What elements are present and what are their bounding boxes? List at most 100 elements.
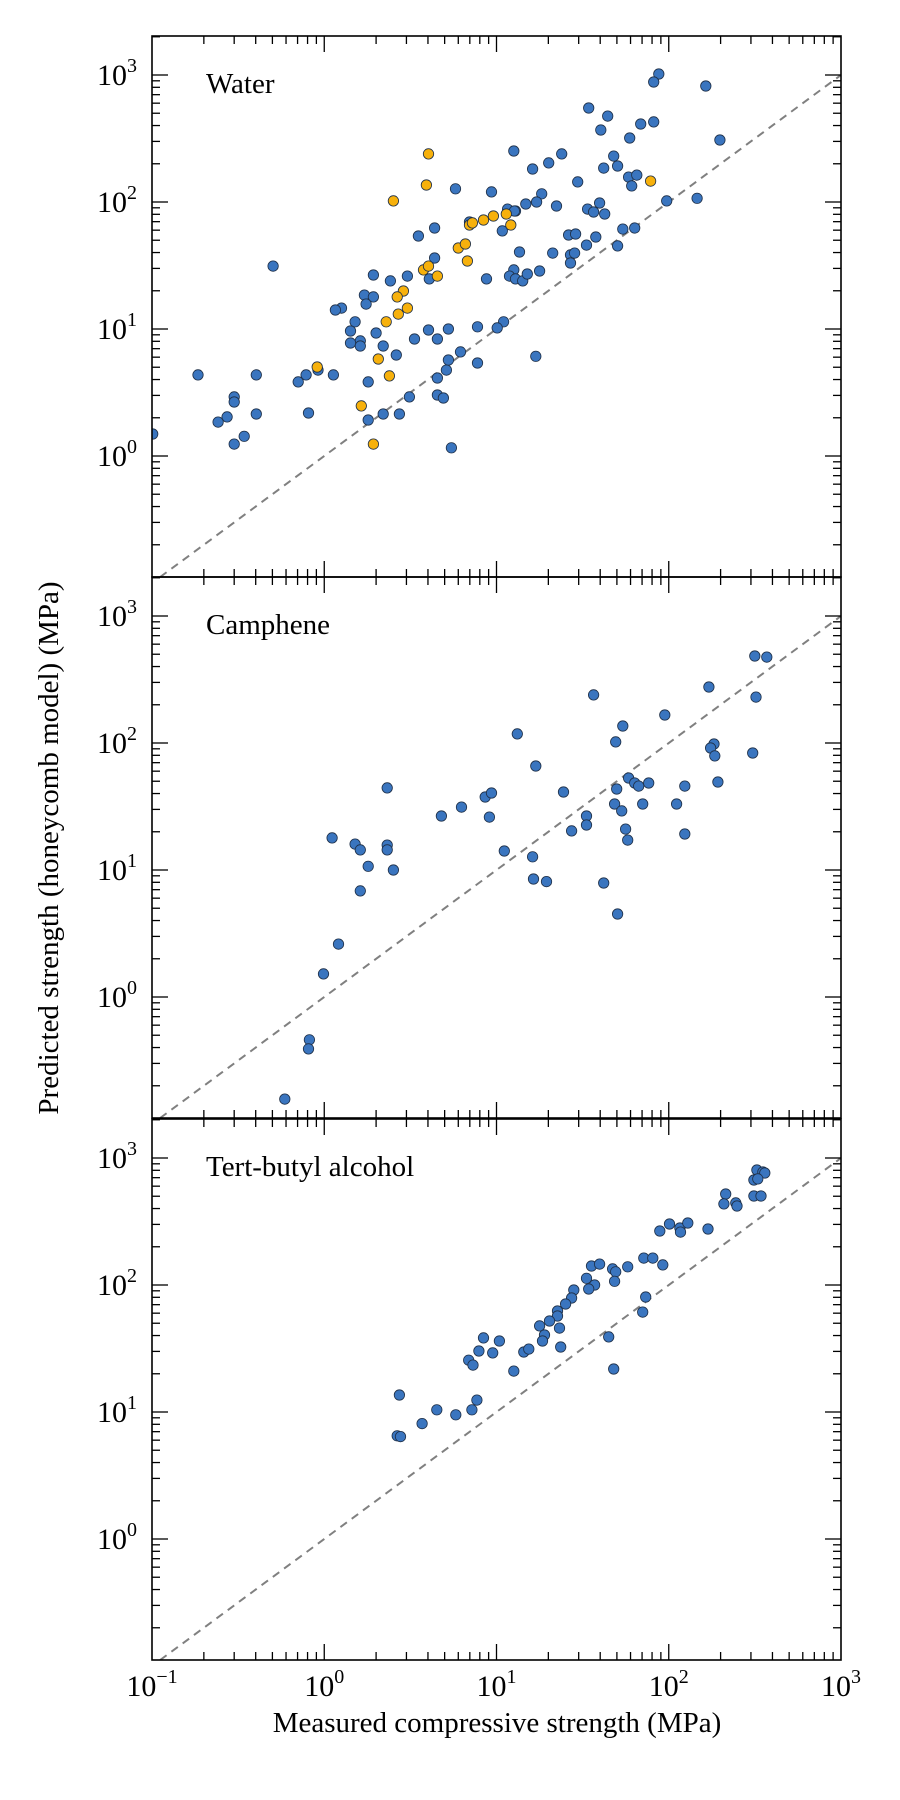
data-point — [302, 1043, 315, 1055]
panel-title: Tert-butyl alcohol — [206, 1151, 414, 1183]
data-point — [450, 1409, 462, 1421]
data-point — [520, 198, 532, 210]
data-point — [428, 252, 441, 264]
data-point — [344, 337, 357, 349]
data-point — [327, 369, 339, 381]
y-tick-label: 103 — [97, 1138, 137, 1175]
data-point — [367, 269, 379, 281]
data-point — [387, 864, 399, 876]
data-point — [238, 430, 250, 442]
data-point — [508, 145, 520, 157]
y-axis-title: Predicted strength (honeycomb model) (MP… — [33, 581, 65, 1114]
data-point — [393, 1389, 405, 1401]
x-tick-label: 10−1 — [126, 1666, 177, 1703]
data-point — [403, 391, 415, 403]
data-point — [513, 246, 526, 258]
data-point — [485, 787, 498, 799]
data-point — [401, 302, 413, 314]
data-point — [611, 160, 624, 172]
data-point — [473, 1345, 485, 1357]
data-point — [422, 260, 435, 272]
data-point — [459, 238, 471, 250]
data-point — [412, 230, 424, 242]
data-point — [643, 777, 655, 789]
data-point — [523, 1343, 535, 1355]
data-point — [332, 938, 345, 950]
data-point — [590, 231, 602, 243]
data-point — [530, 196, 543, 208]
x-tick-labels: 10−1 100 101 102 103 — [126, 1666, 861, 1703]
data-point — [750, 691, 762, 703]
data-point — [526, 851, 539, 863]
panel-3: 100 101 102 103 Tert-butyl alcohol — [97, 1118, 842, 1661]
points — [152, 68, 726, 454]
data-point — [659, 709, 671, 721]
data-point — [559, 1298, 572, 1310]
data-point — [498, 845, 510, 857]
x-tick-label: 102 — [649, 1666, 689, 1703]
data-point — [593, 1258, 606, 1270]
data-point — [626, 180, 638, 192]
data-point — [629, 222, 641, 234]
y-ticks — [152, 1119, 841, 1660]
data-point — [572, 176, 584, 188]
data-point — [212, 416, 224, 428]
data-point — [648, 116, 660, 128]
data-point — [311, 361, 323, 373]
data-point — [329, 304, 341, 316]
data-point — [709, 750, 721, 762]
data-point — [587, 206, 600, 218]
data-point — [362, 860, 374, 872]
x-tick-label: 103 — [821, 1666, 861, 1703]
data-point — [703, 681, 715, 693]
data-point — [587, 689, 600, 701]
data-point — [631, 169, 643, 181]
data-point — [354, 844, 366, 856]
data-point — [267, 260, 279, 272]
data-point — [568, 247, 581, 259]
data-point — [437, 392, 449, 404]
data-point — [557, 786, 570, 798]
data-point — [595, 124, 607, 136]
data-point — [526, 163, 539, 175]
data-point — [761, 651, 773, 663]
data-point — [370, 327, 382, 339]
data-point — [640, 1291, 652, 1303]
data-point — [431, 372, 443, 384]
data-point — [547, 247, 559, 259]
data-point — [300, 369, 312, 381]
data-point — [367, 291, 379, 303]
data-point — [372, 353, 384, 365]
panel-2: 100 101 102 103 Camphene — [97, 576, 842, 1119]
data-point — [564, 257, 577, 269]
y-tick-label: 103 — [97, 596, 137, 633]
data-point — [670, 798, 683, 810]
data-point — [496, 225, 508, 237]
data-point — [461, 255, 473, 267]
data-point — [700, 80, 712, 92]
data-point — [714, 134, 726, 146]
data-point — [674, 1226, 687, 1238]
data-point — [381, 782, 393, 794]
data-point — [467, 1359, 479, 1371]
data-point — [393, 408, 405, 420]
data-point — [533, 265, 546, 277]
data-point — [749, 650, 761, 662]
data-point — [431, 1404, 443, 1416]
data-point — [355, 400, 367, 412]
data-point — [416, 1418, 428, 1430]
data-point — [505, 219, 517, 231]
data-point — [633, 780, 645, 792]
data-point — [617, 720, 629, 732]
data-point — [583, 102, 595, 114]
data-point — [487, 210, 499, 222]
data-point — [530, 350, 542, 362]
data-point — [445, 442, 457, 454]
data-point — [611, 908, 624, 920]
data-point — [435, 810, 447, 822]
data-point — [480, 273, 493, 285]
data-point — [317, 968, 330, 980]
data-point — [387, 195, 399, 207]
data-point — [565, 825, 578, 837]
